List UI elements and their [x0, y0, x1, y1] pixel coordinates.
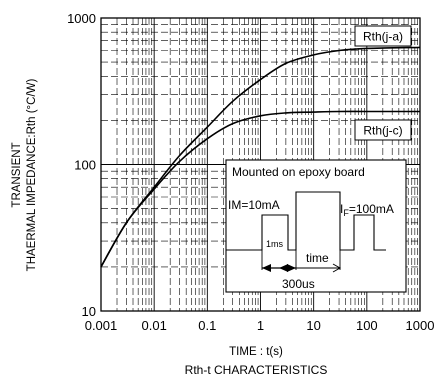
x-tick-label: 0.01	[142, 318, 167, 333]
x-tick-label: 0.001	[85, 318, 118, 333]
period-label: 300us	[282, 277, 315, 291]
x-tick-label: 0.1	[198, 318, 216, 333]
plot-frame	[100, 17, 421, 312]
legend-box-rth-jc	[354, 119, 412, 141]
y-axis-label-line1: TRANSIENT	[11, 142, 23, 207]
inset-conditions: Mounted on epoxy board IM=10mA IF=100mA …	[225, 159, 407, 293]
x-tick-label: 1	[257, 318, 264, 333]
pulse-waveform	[226, 191, 386, 251]
time-label: time	[306, 251, 329, 265]
pulse-width-label: 1ms	[266, 239, 284, 249]
time-arrow-head	[332, 263, 342, 273]
pulse-arrow-head-mid-right	[287, 264, 296, 272]
pulse-arrow-head-mid-left	[279, 264, 288, 272]
legend-rth-ja: Rth(j-a)	[354, 25, 412, 47]
series-line-rth-ja	[100, 46, 421, 268]
legend-label-rth-jc: Rth(j-c)	[363, 124, 402, 138]
y-tick-label: 1000	[67, 11, 96, 26]
x-tick-label: 100	[356, 318, 378, 333]
y-tick-label: 10	[82, 304, 96, 319]
curves	[100, 46, 421, 268]
x-tick-label: 1000	[406, 318, 435, 333]
y-axis-label-group: TRANSIENT THAERMAL IMPEDANCE:Rth (°C/W)	[11, 79, 38, 272]
legend-label-rth-ja: Rth(j-a)	[363, 30, 403, 44]
y-tick-label: 100	[74, 158, 96, 173]
inset-if-label: IF=100mA	[340, 202, 394, 218]
legend-rth-jc: Rth(j-c)	[354, 119, 412, 141]
series-line-rth-jc	[100, 110, 420, 268]
inset-im-label: IM=10mA	[228, 198, 280, 212]
inset-title: Mounted on epoxy board	[232, 165, 365, 179]
x-tick-label: 10	[306, 318, 320, 333]
x-axis-label: TIME : t(s)	[229, 346, 283, 358]
pulse-arrow-head-left	[262, 264, 271, 272]
inset-box	[225, 159, 407, 293]
chart-caption: Rth-t CHARACTERISTICS	[185, 363, 328, 377]
y-axis-label-line2: THAERMAL IMPEDANCE:Rth (°C/W)	[26, 79, 38, 272]
tick-labels: 0.001 0.01 0.1 1 10 100 1000 10 100 1000	[67, 11, 434, 333]
legend-box-rth-ja	[354, 25, 412, 47]
